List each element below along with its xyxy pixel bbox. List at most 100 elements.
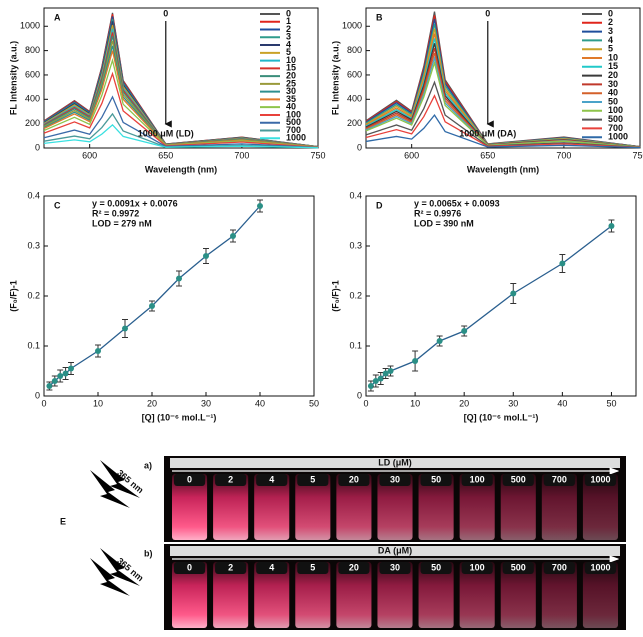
x-axis-title: Wavelength (nm) xyxy=(145,164,217,174)
x-tick-label: 50 xyxy=(606,398,616,408)
x-tick-label: 0 xyxy=(363,398,368,408)
annotation: y = 0.0091x + 0.0076 xyxy=(92,198,178,208)
concentration-label: 50 xyxy=(431,474,441,484)
concentration-label: 1000 xyxy=(590,562,610,572)
annotation: 0 xyxy=(485,8,490,18)
data-point xyxy=(176,275,182,282)
y-tick-label: 800 xyxy=(347,45,362,55)
vial xyxy=(172,562,208,628)
data-point xyxy=(412,358,419,364)
y-tick-label: 0.1 xyxy=(349,340,362,350)
legend-label: 50 xyxy=(608,96,618,106)
x-tick-label: 30 xyxy=(201,398,211,408)
vial-cap xyxy=(256,562,288,574)
x-tick-label: 40 xyxy=(255,398,265,408)
y-tick-label: 0.4 xyxy=(27,190,40,200)
legend-label: 40 xyxy=(286,102,296,112)
vial-cap xyxy=(584,474,616,486)
uv-lamp-icon xyxy=(100,460,140,498)
data-point xyxy=(367,383,374,389)
y-tick-label: 1000 xyxy=(342,21,362,31)
data-point xyxy=(62,370,69,377)
data-point xyxy=(510,290,517,297)
spectrum-line xyxy=(43,123,319,149)
y-tick-label: 200 xyxy=(25,118,40,128)
y-tick-label: 800 xyxy=(25,45,40,55)
uv-lamp-icon xyxy=(90,558,130,596)
data-point xyxy=(95,348,101,354)
annotation: LOD = 279 nM xyxy=(92,218,152,228)
data-point xyxy=(51,378,58,384)
vial xyxy=(336,474,372,540)
uv-lamp-icon xyxy=(100,548,140,586)
data-point xyxy=(122,325,128,332)
data-point xyxy=(461,328,468,334)
legend-label: 500 xyxy=(608,114,623,124)
vial xyxy=(582,562,618,628)
vial xyxy=(541,474,577,540)
vial xyxy=(254,562,290,628)
concentration-label: 20 xyxy=(349,474,359,484)
x-tick-label: 600 xyxy=(404,150,419,160)
spectrum-line xyxy=(365,94,641,149)
y-tick-label: 0.4 xyxy=(349,190,362,200)
vial-cap xyxy=(379,474,411,486)
y-tick-label: 1000 xyxy=(20,21,40,31)
y-tick-label: 600 xyxy=(25,69,40,79)
vial xyxy=(500,562,536,628)
vial-cap xyxy=(543,474,575,486)
data-point xyxy=(372,378,379,384)
vial-cap xyxy=(420,474,452,486)
vial xyxy=(336,562,372,628)
x-tick-label: 40 xyxy=(557,398,567,408)
x-axis-title: [Q] (10⁻⁶ mol.L⁻¹) xyxy=(464,412,539,422)
concentration-label: 4 xyxy=(269,562,274,572)
spectrum-line xyxy=(43,95,319,149)
legend-label: 20 xyxy=(286,70,296,80)
concentration-label: 500 xyxy=(511,562,526,572)
annotation: 0 xyxy=(163,8,168,18)
data-point xyxy=(257,203,263,209)
data-point xyxy=(436,338,443,344)
x-tick-label: 650 xyxy=(158,150,173,160)
legend-label: 0 xyxy=(286,8,291,18)
y-axis-title: FL Intensity (a.u.) xyxy=(8,41,18,115)
concentration-label: 5 xyxy=(310,474,315,484)
legend-label: 30 xyxy=(286,86,296,96)
vial xyxy=(254,474,290,540)
data-point xyxy=(149,303,155,309)
concentration-label: 4 xyxy=(269,474,274,484)
vial xyxy=(377,562,413,628)
trend-line xyxy=(370,225,612,387)
y-tick-label: 0.1 xyxy=(27,340,40,350)
legend-label: 1 xyxy=(286,16,291,26)
annotation: LOD = 390 nM xyxy=(414,218,474,228)
concentration-label: 700 xyxy=(552,474,567,484)
x-tick-label: 10 xyxy=(93,398,103,408)
concentration-label: 30 xyxy=(390,474,400,484)
spectrum-line xyxy=(365,114,641,149)
legend-label: 5 xyxy=(286,47,291,57)
trend-line xyxy=(48,205,261,387)
y-tick-label: 400 xyxy=(347,94,362,104)
spectrum-line xyxy=(365,60,641,148)
x-tick-label: 20 xyxy=(147,398,157,408)
x-tick-label: 10 xyxy=(410,398,420,408)
legend-label: 100 xyxy=(286,109,301,119)
vial xyxy=(418,562,454,628)
x-axis-title: Wavelength (nm) xyxy=(467,164,539,174)
legend-label: 10 xyxy=(608,52,618,62)
legend-label: 15 xyxy=(286,63,296,73)
concentration-label: 100 xyxy=(470,562,485,572)
annotation: 1000 μM (DA) xyxy=(459,128,516,138)
data-point xyxy=(559,260,566,267)
plot-frame xyxy=(43,195,315,397)
legend-label: 5 xyxy=(608,44,613,54)
panel-label: C xyxy=(54,200,61,210)
concentration-label: 0 xyxy=(187,562,192,572)
y-tick-label: 0.2 xyxy=(349,290,362,300)
vial xyxy=(213,562,249,628)
concentration-label: 2 xyxy=(228,474,233,484)
uv-lamp-icon xyxy=(90,470,130,508)
